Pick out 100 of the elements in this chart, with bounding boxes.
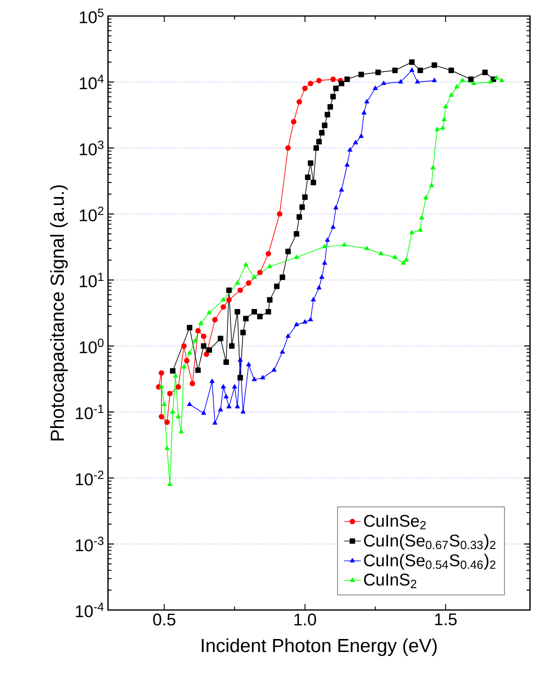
point	[190, 380, 196, 386]
point	[471, 80, 476, 86]
point	[276, 211, 282, 217]
legend-label: CuIn(Se$_{0.54}$S$_{0.46}$)$_{2}$	[364, 554, 496, 570]
point	[252, 309, 258, 315]
point	[333, 86, 339, 92]
point	[200, 334, 206, 340]
y-tick-label: 10$^{-3}$	[76, 536, 104, 552]
point	[158, 414, 164, 420]
legend-label: CuInSe$_{2}$	[364, 514, 426, 530]
point	[409, 68, 414, 72]
point	[342, 242, 347, 246]
point	[218, 407, 223, 412]
point	[206, 310, 212, 314]
point	[415, 79, 420, 84]
point	[322, 122, 328, 128]
point	[210, 378, 215, 384]
point	[353, 140, 358, 144]
point	[299, 204, 305, 210]
legend-label: CuIn(Se$_{0.67}$S$_{0.33}$)$_{2}$	[364, 534, 496, 550]
point	[308, 316, 313, 322]
point	[212, 316, 218, 322]
point	[316, 78, 322, 84]
point	[167, 482, 172, 486]
point	[448, 68, 454, 74]
point	[294, 322, 299, 326]
point	[419, 215, 424, 220]
point	[257, 314, 263, 320]
point	[432, 62, 438, 68]
point	[237, 287, 243, 293]
point	[418, 227, 423, 232]
point	[187, 350, 192, 355]
point	[302, 86, 308, 92]
point	[274, 284, 280, 290]
point	[362, 110, 366, 114]
point	[418, 68, 424, 74]
point	[170, 409, 176, 414]
point	[212, 420, 218, 425]
point	[316, 285, 322, 290]
point	[339, 187, 344, 192]
point	[448, 92, 454, 97]
y-tick-label: 10$^{-1}$	[76, 404, 104, 420]
point	[240, 330, 246, 336]
point	[195, 367, 201, 373]
point	[442, 116, 447, 122]
y-tick-label: 10$^{1}$	[80, 272, 104, 288]
point	[372, 86, 378, 90]
point	[234, 280, 240, 285]
point	[392, 68, 398, 74]
point	[308, 160, 314, 166]
point	[252, 376, 257, 382]
point	[330, 76, 336, 82]
point	[305, 174, 310, 180]
point	[164, 419, 170, 425]
point	[330, 224, 336, 229]
point	[319, 274, 324, 279]
point	[482, 70, 488, 76]
point	[348, 147, 352, 152]
point	[246, 362, 252, 366]
point	[252, 274, 257, 279]
x-tick-label: 0.5	[153, 614, 176, 626]
point	[192, 338, 198, 342]
point	[378, 250, 384, 256]
point	[429, 182, 434, 188]
point	[234, 309, 240, 315]
point	[266, 309, 272, 315]
point	[206, 347, 212, 353]
x-tick-label: 1.5	[435, 614, 457, 626]
point	[220, 297, 226, 302]
point	[319, 130, 325, 136]
point	[308, 80, 314, 86]
y-tick-label: 10$^{0}$	[80, 338, 104, 354]
point	[460, 78, 465, 82]
point	[310, 180, 316, 186]
point	[229, 343, 235, 349]
point	[181, 343, 187, 349]
point	[358, 134, 364, 138]
point	[243, 316, 249, 322]
point	[358, 72, 364, 78]
point	[454, 84, 460, 89]
point	[218, 336, 224, 342]
point	[226, 297, 232, 303]
point	[285, 145, 291, 151]
point	[173, 373, 178, 378]
point	[226, 404, 232, 408]
point	[158, 370, 164, 376]
point	[434, 126, 440, 132]
legend-label: CuInS$_{2}$	[364, 574, 416, 588]
point	[182, 364, 186, 369]
point	[400, 260, 406, 265]
point	[392, 254, 398, 259]
point	[294, 231, 300, 237]
point	[272, 367, 276, 372]
y-tick-label: 10$^{4}$	[80, 74, 104, 90]
x-axis-title: Incident Photon Energy (eV)	[202, 638, 437, 656]
point	[404, 257, 409, 262]
point	[499, 78, 504, 82]
point	[238, 357, 243, 362]
point	[313, 145, 319, 151]
point	[240, 409, 246, 414]
